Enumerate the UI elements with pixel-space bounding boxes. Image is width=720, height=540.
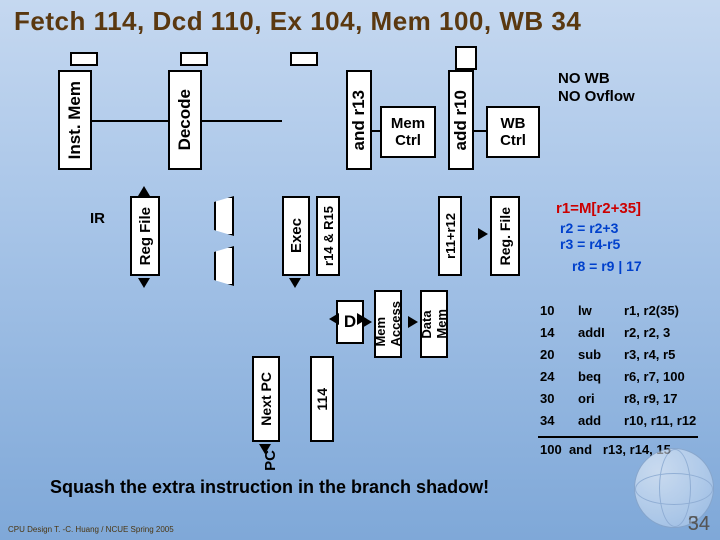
- reg-file-2-box: Reg. File: [490, 196, 520, 276]
- page-number: 54 34: [688, 513, 710, 536]
- mem-access-box: Mem Access: [374, 290, 402, 358]
- pc-label: PC: [262, 450, 279, 471]
- latch-2: [180, 52, 208, 66]
- table-divider: [538, 436, 698, 438]
- and-r13-box: and r13: [346, 70, 372, 170]
- table-row: 30orir8, r9, 17: [540, 388, 696, 410]
- wb-ctrl-label: WB Ctrl: [500, 115, 526, 149]
- tri-regfile2: [478, 228, 488, 240]
- r1-label: r1=M[r2+35]: [556, 200, 641, 217]
- tri-data-mem: [408, 316, 418, 328]
- next-pc-label: Next PC: [258, 372, 274, 426]
- r11-r12-label: r11+r12: [443, 213, 458, 259]
- tri-exec: [289, 278, 301, 288]
- ir-label: IR: [90, 210, 105, 227]
- decode-box: Decode: [168, 70, 202, 170]
- latch-3: [290, 52, 318, 66]
- table-row: 34addr10, r11, r12: [540, 410, 696, 432]
- inst-mem-box: Inst. Mem: [58, 70, 92, 170]
- instruction-table: 10lwr1, r2(35) 14addIr2, r2, 3 20subr3, …: [540, 300, 696, 432]
- r11-r12-box: r11+r12: [438, 196, 462, 276]
- data-mem-box: Data Mem: [420, 290, 448, 358]
- exec-label: Exec: [288, 218, 305, 253]
- data-mem-label: Data Mem: [419, 309, 449, 339]
- next-pc-box: Next PC: [252, 356, 280, 442]
- tri-d-l: [329, 313, 339, 325]
- branch-op: and: [569, 442, 592, 457]
- slide-title: Fetch 114, Dcd 110, Ex 104, Mem 100, WB …: [14, 6, 581, 37]
- r2-label: r2 = r2+3: [560, 220, 618, 236]
- table-row: 14addIr2, r2, 3: [540, 322, 696, 344]
- branch-pc: 100: [540, 442, 562, 457]
- wb-ctrl-box: WB Ctrl: [486, 106, 540, 158]
- wire-h1: [92, 120, 168, 122]
- r8-label: r8 = r9 | 17: [572, 258, 642, 274]
- r14-r15-label: r14 & R15: [321, 206, 336, 266]
- reg-file-1-label: Reg File: [137, 207, 154, 265]
- mem-access-label: Mem Access: [373, 301, 403, 347]
- r14-r15-box: r14 & R15: [316, 196, 340, 276]
- add-r10-label: add r10: [451, 90, 471, 150]
- r3-label: r3 = r4-r5: [560, 236, 620, 252]
- pagenum-num: 34: [688, 513, 710, 535]
- latch-1: [70, 52, 98, 66]
- mux-b: [214, 246, 234, 286]
- caption-text: Squash the extra instruction in the bran…: [50, 477, 489, 498]
- decode-label: Decode: [175, 89, 195, 150]
- wire-h3: [372, 130, 380, 132]
- and-r13-label: and r13: [349, 90, 369, 150]
- slide: Fetch 114, Dcd 110, Ex 104, Mem 100, WB …: [0, 0, 720, 540]
- d-label: D: [344, 312, 356, 332]
- tri-regfile1-bot: [138, 278, 150, 288]
- wire-h2: [202, 120, 282, 122]
- exec-box: Exec: [282, 196, 310, 276]
- footer-text: CPU Design T. -C. Huang / NCUE Spring 20…: [8, 525, 174, 534]
- wire-h4: [474, 130, 486, 132]
- table-row: 24beqr6, r7, 100: [540, 366, 696, 388]
- table-row: 20subr3, r4, r5: [540, 344, 696, 366]
- no-wb-label: NO WB: [558, 70, 610, 87]
- table-row: 10lwr1, r2(35): [540, 300, 696, 322]
- latch-4: [455, 46, 477, 70]
- reg-file-1-box: Reg File: [130, 196, 160, 276]
- tri-mem-access: [362, 316, 372, 328]
- no-ovflow-label: NO Ovflow: [558, 88, 635, 105]
- tri-regfile1-top: [138, 186, 150, 196]
- add-r10-box: add r10: [448, 70, 474, 170]
- val-114-label: 114: [314, 388, 330, 411]
- mem-ctrl-box: Mem Ctrl: [380, 106, 436, 158]
- mux-a: [214, 196, 234, 236]
- mem-ctrl-label: Mem Ctrl: [391, 115, 425, 149]
- inst-mem-label: Inst. Mem: [65, 81, 85, 159]
- reg-file-2-label: Reg. File: [497, 207, 513, 265]
- val-114-box: 114: [310, 356, 334, 442]
